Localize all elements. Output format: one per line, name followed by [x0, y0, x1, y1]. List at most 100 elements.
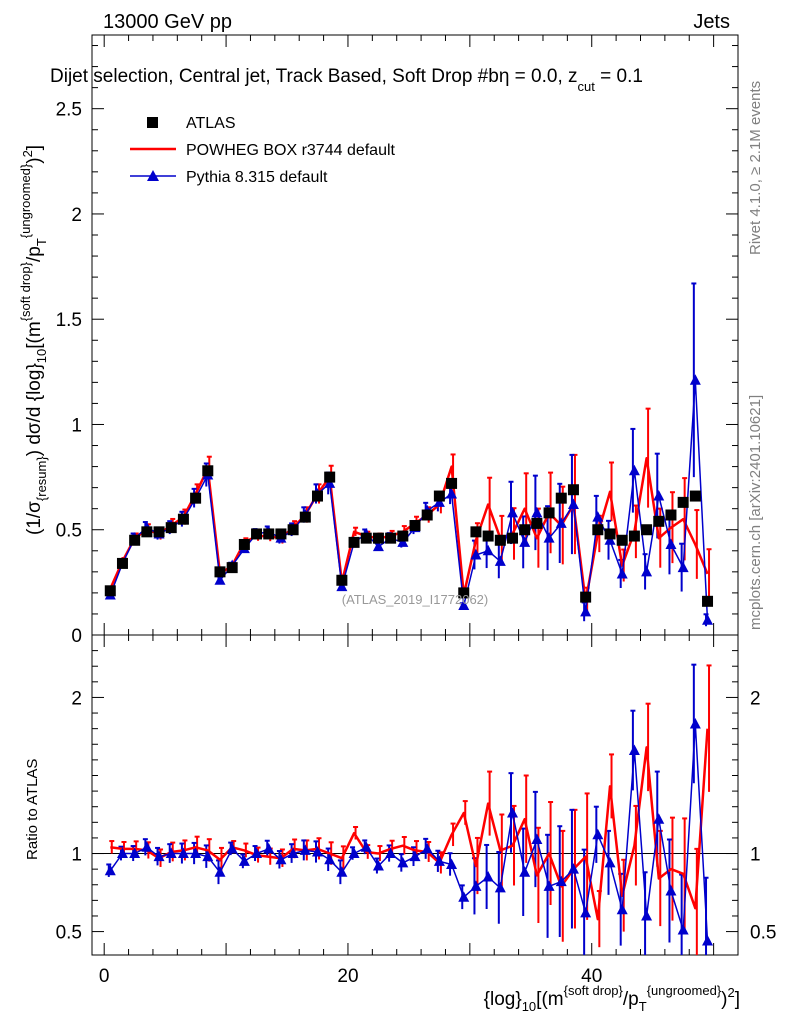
ratio-pythia-marker [311, 845, 323, 857]
pythia-marker [494, 555, 506, 566]
atlas-data-point [153, 526, 165, 538]
atlas-data-point [641, 524, 653, 536]
ratio-pythia-marker [324, 853, 336, 865]
category-label: Jets [693, 11, 730, 33]
atlas-data-point [177, 513, 189, 525]
pythia-marker [324, 477, 336, 488]
powheg-line [109, 456, 709, 603]
ratio-pythia-marker [458, 891, 470, 902]
atlas-data-point [141, 526, 153, 538]
pythia-marker [507, 506, 519, 518]
ratio-pythia-marker [665, 885, 677, 896]
ratio-pythia-marker [433, 855, 445, 866]
ratio-pythia-marker [628, 744, 640, 756]
ratio-pythia-marker [482, 870, 494, 882]
plot-title: Dijet selection, Central jet, Track Base… [50, 66, 643, 94]
ratio-plot-frame [91, 634, 739, 956]
ylabel-part-6: ] [24, 145, 45, 150]
rivet-version-label: Rivet 4.1.0, ≥ 2.1M events [747, 81, 764, 255]
atlas-data-point [226, 562, 238, 574]
atlas-data-point [653, 515, 665, 527]
ratio-pythia-marker [336, 866, 348, 877]
atlas-data-point [324, 471, 336, 483]
atlas-data-point [519, 524, 531, 536]
ratio-pythia-marker [677, 924, 689, 935]
ratio-pythia-marker [421, 842, 433, 854]
main-y-tick-label: 1.5 [56, 310, 82, 331]
atlas-data-point [702, 595, 714, 607]
plot-title-end: = 0.1 [595, 66, 643, 87]
pythia-marker [628, 464, 640, 476]
legend-atlas-marker [147, 117, 158, 128]
ylabel-part-4: /p [24, 246, 45, 262]
atlas-data-point [129, 534, 141, 546]
atlas-data-point [385, 532, 397, 544]
ratio-pythia-marker [531, 833, 543, 844]
ylabel-sub-t: T [34, 238, 49, 246]
legend: ATLAS POWHEG BOX r3744 default Pythia 8.… [130, 115, 396, 186]
xlabel-part-5: ] [735, 989, 740, 1010]
ratio-pythia-marker [641, 909, 653, 921]
pythia-marker [677, 561, 689, 573]
pythia-marker [519, 536, 531, 547]
pythia-marker [604, 534, 616, 545]
ratio-y-tick-label: 0.5 [56, 923, 82, 944]
ylabel-sub-10: 10 [34, 349, 49, 363]
legend-atlas-label: ATLAS [186, 115, 236, 132]
analysis-watermark: (ATLAS_2019_I1772062) [342, 592, 488, 607]
atlas-data-point [531, 517, 543, 529]
xlabel-sup-ungroomed: {ungroomed} [647, 983, 722, 998]
ratio-pythia-marker [226, 842, 238, 854]
atlas-data-point [592, 524, 604, 536]
ratio-pythia-marker [689, 717, 701, 729]
ratio-pythia-marker [251, 847, 263, 859]
main-y-axis-label: (1/σ{resum}) dσ/d {log}10[(m{soft drop}/… [18, 145, 49, 535]
atlas-data-point [604, 528, 616, 540]
atlas-data-point [299, 511, 311, 523]
ratio-pythia-marker [555, 875, 567, 887]
ratio-pythia-marker [129, 847, 141, 859]
atlas-data-point [433, 490, 445, 502]
ratio-pythia-marker [263, 842, 275, 854]
legend-pythia-marker [147, 170, 159, 181]
atlas-data-point [214, 566, 226, 578]
xlabel-sub-10: 10 [522, 999, 536, 1014]
atlas-data-point [202, 465, 214, 477]
ratio-pythia-marker [202, 850, 214, 862]
pythia-marker [702, 614, 714, 625]
atlas-data-point [494, 534, 506, 546]
atlas-data-point [238, 538, 250, 550]
ylabel-part-2: ) dσ/d {log} [24, 363, 45, 456]
axes-group: 0 20 40 0 0.5 1 1.5 2 2.5 0.5 0.5 1 1 2 2 [56, 35, 776, 987]
ratio-pythia-marker [360, 841, 372, 852]
pythia-marker [653, 490, 665, 501]
pythia-marker [433, 496, 445, 507]
ratio-pythia-marker [470, 880, 482, 891]
atlas-data-point [677, 496, 689, 508]
ylabel-sup-softdrop: {soft drop} [18, 261, 33, 321]
ratio-pythia-marker [287, 847, 299, 859]
atlas-data-point [689, 490, 701, 502]
plot-title-main: Dijet selection, Central jet, Track Base… [50, 66, 499, 87]
pythia-marker [470, 549, 482, 560]
atlas-data-point [165, 522, 177, 534]
main-y-tick-label: 0.5 [56, 521, 82, 542]
pythia-marker [616, 567, 628, 579]
ylabel-sup-ungroomed: {ungroomed} [18, 163, 33, 238]
ratio-pythia-marker [494, 881, 506, 893]
xlabel-sup-2: 2 [727, 985, 734, 1000]
ratio-pythia-marker [592, 828, 604, 840]
ratio-powheg-line [110, 728, 709, 921]
atlas-data-point [104, 585, 116, 597]
ratio-pythia-marker [104, 864, 116, 876]
atlas-data-point [616, 534, 628, 546]
atlas-data-point [580, 591, 592, 603]
atlas-data-point [336, 574, 348, 586]
pythia-marker [372, 540, 384, 552]
pythia-marker [214, 574, 226, 585]
ylabel-part-3: [(m [24, 321, 45, 348]
ratio-pythia-marker [190, 847, 202, 859]
ratio-pythia-marker [567, 863, 579, 874]
atlas-data-point [287, 524, 299, 536]
legend-pythia-label: Pythia 8.315 default [186, 169, 328, 186]
